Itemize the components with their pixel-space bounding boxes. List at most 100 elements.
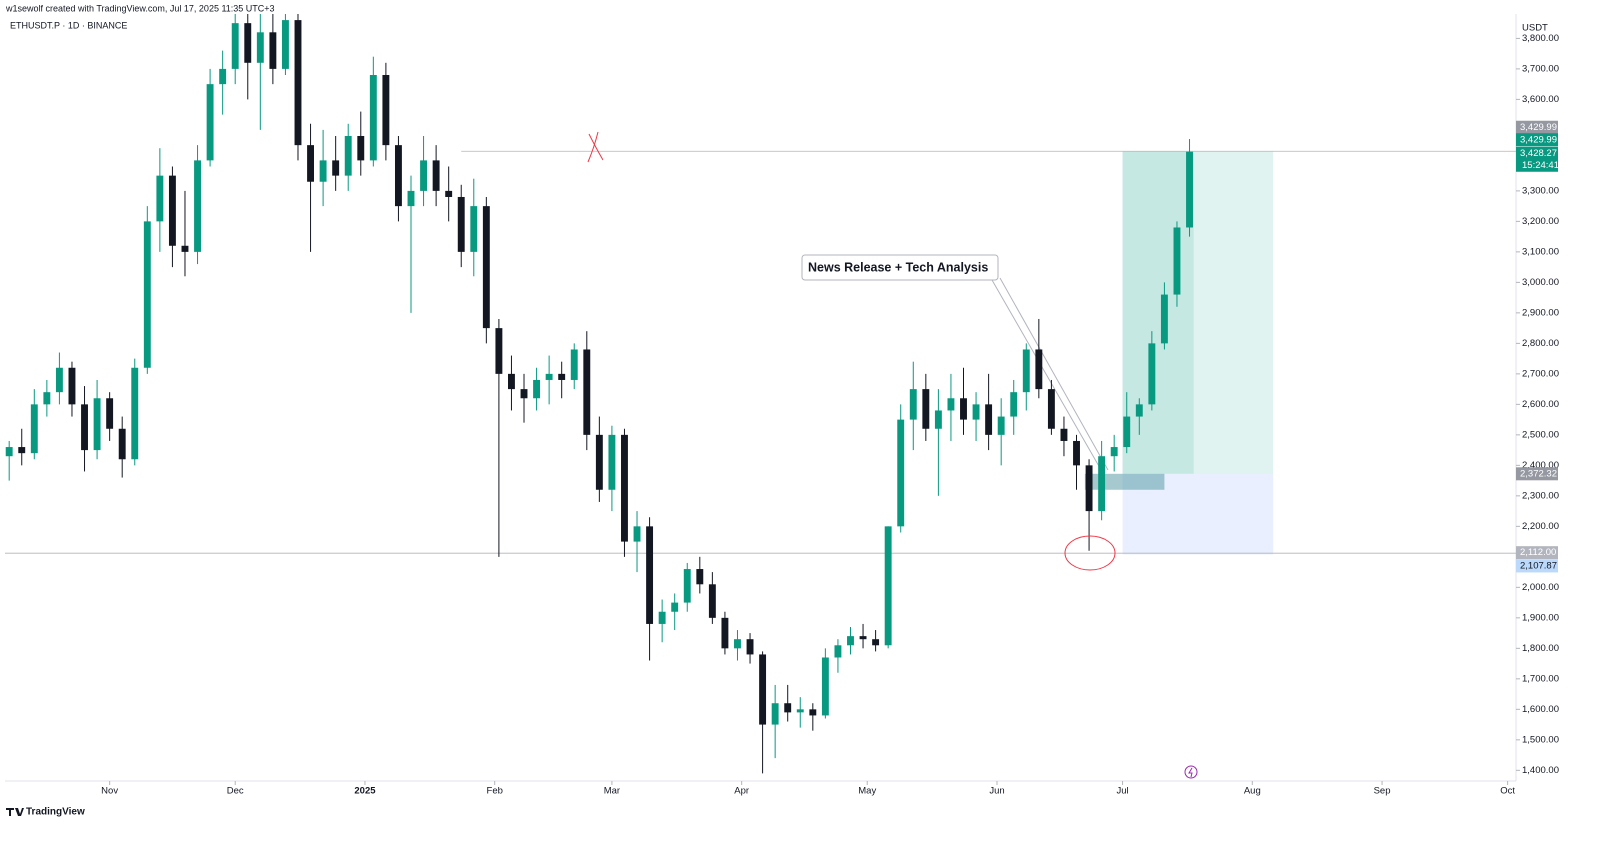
target-label-bg [1516,120,1558,134]
candle-body [55,367,63,393]
credit: w1sewolf created with TradingView.com, J… [5,3,275,13]
entry-label: 2,372.32 [1520,468,1557,479]
candle-body [1010,392,1018,417]
candle-body [608,434,616,490]
x-tick-label: Jun [989,786,1004,797]
callout-pointer [991,277,1109,471]
callout: News Release + Tech Analysis [801,254,1109,471]
candle-body [533,379,541,399]
candle-body [382,74,390,146]
y-tick-label: 3,100.00 [1522,246,1559,257]
y-tick-label: 1,500.00 [1522,734,1559,745]
resistance-label-bg [1516,133,1558,147]
candle-body [269,32,277,69]
symbol: ETHUSDT.P · 1D · BINANCE [10,20,127,30]
y-tick-label: 3,600.00 [1522,94,1559,105]
candle-body [759,654,767,725]
x-tick-label: Nov [101,786,118,797]
order-block [1084,473,1165,490]
candle-body [1085,465,1093,512]
x-tick-label: Jul [1116,786,1128,797]
y-tick-label: 1,600.00 [1522,704,1559,715]
candle-body [721,617,729,649]
candle-body [671,602,679,612]
x-tick-label: Sep [1374,786,1391,797]
candle-body [859,636,867,640]
candle-body [570,349,578,380]
candle-body [1160,294,1168,344]
x-tick-label: Aug [1244,786,1261,797]
candle-body [156,175,164,222]
y-tick-label: 2,300.00 [1522,490,1559,501]
brand-logo [6,808,24,816]
candle-body [81,404,88,451]
candle-body [696,569,704,585]
candle-body [1022,349,1030,393]
candle-body [834,645,842,658]
stop-label: 2,107.87 [1520,560,1557,571]
candle-body [796,709,804,713]
candle-body [394,145,402,207]
candle-body [1098,456,1106,512]
y-tick-label: 2,700.00 [1522,368,1559,379]
candle-body [407,190,415,207]
candle-body [922,389,930,429]
candle-body [30,404,38,454]
candle-body [332,160,340,176]
candle-body [369,74,377,161]
target-label: 3,429.99 [1520,122,1557,133]
y-unit: USDT [1522,23,1548,34]
candle-body [445,190,453,197]
candle-body [897,419,905,527]
candle-body [508,373,515,390]
y-tick-label: 3,200.00 [1522,216,1559,227]
y-tick-label: 1,400.00 [1522,765,1559,776]
red-x-mark [587,131,604,163]
candle-body [985,404,993,435]
candle-body [746,639,754,655]
candle-body [470,206,478,252]
candle-body [281,20,289,69]
candle-body [420,160,428,191]
event-icon[interactable] [1184,765,1198,779]
stop-label-bg [1516,559,1558,573]
candle-body [495,328,503,374]
x-tick-label: Apr [734,786,749,797]
y-tick-label: 2,500.00 [1522,429,1559,440]
candle-body [1123,416,1131,448]
x-tick-label: 2025 [354,786,376,797]
candle-body [809,709,817,716]
y-tick-label: 2,000.00 [1522,582,1559,593]
candle-body [168,175,176,246]
y-tick-label: 3,800.00 [1522,33,1559,44]
candle-body [244,23,252,63]
countdown: 15:24:41 [1522,160,1559,171]
y-tick-label: 1,900.00 [1522,612,1559,623]
candle-body [633,526,641,542]
candle-body [583,349,591,435]
entry-label-bg [1516,467,1558,481]
support-label: 2,112.00 [1520,547,1556,558]
y-tick-label: 2,800.00 [1522,338,1559,349]
x-tick-label: Mar [604,786,620,797]
candle-body [18,447,26,454]
candle-body [1047,389,1055,429]
candle-body [1186,151,1193,228]
candle-body [143,221,151,368]
last-price-label: 3,428.27 [1520,148,1557,159]
resistance-label: 3,429.99 [1520,134,1557,145]
candle-body [708,584,716,618]
candle-body [771,703,779,725]
candle-body [960,398,967,420]
candle-body [997,416,1005,435]
candle-body [482,206,490,329]
candle-body [1073,440,1080,466]
candle-body [784,703,792,713]
profit-zone-filled [1122,151,1194,474]
candle-body [43,392,51,405]
candle-body [181,245,189,252]
candle-body [520,389,528,399]
y-tick-label: 3,700.00 [1522,63,1559,74]
candle-body [658,611,666,624]
